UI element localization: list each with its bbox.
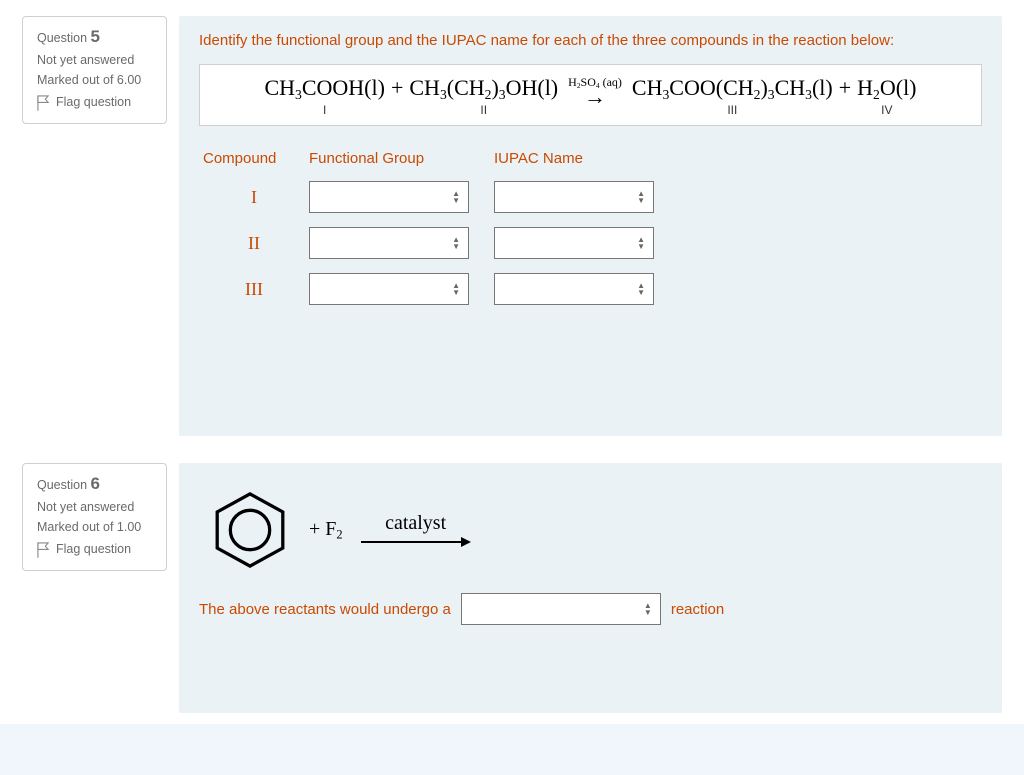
eq-formula-1: CH3COOH(l)	[264, 75, 384, 103]
eq-label-2: II	[480, 103, 487, 117]
row-label: I	[199, 187, 309, 208]
reaction-diagram: + F2 catalyst	[209, 489, 982, 571]
table-row: III ▲▼ ▲▼	[199, 273, 982, 305]
table-header: Compound Functional Group IUPAC Name	[199, 150, 982, 167]
eq-formula-3: CH3COO(CH2)3CH3(l)	[632, 75, 833, 103]
question-number-line: Question 6	[37, 474, 152, 494]
question-info-panel: Question 6 Not yet answered Marked out o…	[22, 463, 167, 571]
text-before: The above reactants would undergo a	[199, 601, 451, 618]
catalyst-label: catalyst	[385, 512, 446, 535]
flag-text: Flag question	[56, 95, 131, 109]
plus-f: + F	[309, 518, 336, 540]
question-number: 5	[91, 27, 100, 46]
reaction-equation: CH3COOH(l) I + CH3(CH2)3OH(l) II H2SO4 (…	[199, 64, 982, 126]
sort-icon: ▲▼	[644, 602, 652, 616]
question-5: Question 5 Not yet answered Marked out o…	[0, 0, 1024, 447]
eq-label-3: III	[727, 103, 737, 117]
eq-formula-4: H2O(l)	[857, 75, 916, 103]
question-text: The above reactants would undergo a ▲▼ r…	[199, 593, 982, 625]
question-number-line: Question 5	[37, 27, 152, 47]
question-label: Question	[37, 31, 87, 45]
arrow-icon	[361, 535, 471, 549]
flag-icon	[37, 95, 50, 111]
reaction-type-select[interactable]: ▲▼	[461, 593, 661, 625]
fg-select-1[interactable]: ▲▼	[309, 181, 469, 213]
sort-icon: ▲▼	[452, 236, 460, 250]
question-state: Not yet answered	[37, 500, 152, 514]
header-compound: Compound	[199, 150, 309, 167]
table-row: II ▲▼ ▲▼	[199, 227, 982, 259]
fg-select-3[interactable]: ▲▼	[309, 273, 469, 305]
eq-term-4: H2O(l) IV	[857, 75, 916, 117]
question-marks: Marked out of 6.00	[37, 73, 152, 87]
marks-value: 1.00	[117, 520, 141, 534]
header-name: IUPAC Name	[494, 150, 669, 167]
eq-term-2: CH3(CH2)3OH(l) II	[409, 75, 558, 117]
question-content: Identify the functional group and the IU…	[179, 16, 1002, 436]
eq-term-3: CH3COO(CH2)3CH3(l) III	[632, 75, 833, 117]
catalyst-arrow: catalyst	[361, 512, 471, 549]
question-6: Question 6 Not yet answered Marked out o…	[0, 447, 1024, 724]
question-content: + F2 catalyst The above reactants would …	[179, 463, 1002, 713]
question-label: Question	[37, 478, 87, 492]
sort-icon: ▲▼	[637, 236, 645, 250]
text-after: reaction	[671, 601, 724, 618]
flag-question-link[interactable]: Flag question	[37, 542, 152, 558]
quiz-container: Question 5 Not yet answered Marked out o…	[0, 0, 1024, 724]
question-text: Identify the functional group and the IU…	[199, 28, 982, 54]
benzene-icon	[209, 489, 291, 571]
eq-plus-2: +	[839, 75, 851, 101]
f2-sub: 2	[336, 527, 342, 541]
arrow-icon: →	[584, 90, 606, 103]
eq-arrow: H2SO4 (aq) →	[568, 75, 622, 103]
name-select-2[interactable]: ▲▼	[494, 227, 654, 259]
row-label: II	[199, 233, 309, 254]
sort-icon: ▲▼	[637, 190, 645, 204]
header-fg: Functional Group	[309, 150, 484, 167]
name-select-1[interactable]: ▲▼	[494, 181, 654, 213]
table-row: I ▲▼ ▲▼	[199, 181, 982, 213]
flag-text: Flag question	[56, 542, 131, 556]
sort-icon: ▲▼	[637, 282, 645, 296]
question-state: Not yet answered	[37, 53, 152, 67]
eq-formula-2: CH3(CH2)3OH(l)	[409, 75, 558, 103]
sort-icon: ▲▼	[452, 282, 460, 296]
eq-plus-1: +	[391, 75, 403, 101]
sort-icon: ▲▼	[452, 190, 460, 204]
question-info-panel: Question 5 Not yet answered Marked out o…	[22, 16, 167, 124]
question-marks: Marked out of 1.00	[37, 520, 152, 534]
row-label: III	[199, 279, 309, 300]
name-select-3[interactable]: ▲▼	[494, 273, 654, 305]
flag-question-link[interactable]: Flag question	[37, 95, 152, 111]
marks-label: Marked out of	[37, 520, 113, 534]
answer-table: Compound Functional Group IUPAC Name I ▲…	[199, 150, 982, 305]
flag-icon	[37, 542, 50, 558]
marks-label: Marked out of	[37, 73, 113, 87]
marks-value: 6.00	[117, 73, 141, 87]
reagent-f2: + F2	[309, 518, 343, 542]
eq-label-4: IV	[881, 103, 892, 117]
question-number: 6	[91, 474, 100, 493]
eq-term-1: CH3COOH(l) I	[264, 75, 384, 117]
fg-select-2[interactable]: ▲▼	[309, 227, 469, 259]
eq-label-1: I	[323, 103, 326, 117]
